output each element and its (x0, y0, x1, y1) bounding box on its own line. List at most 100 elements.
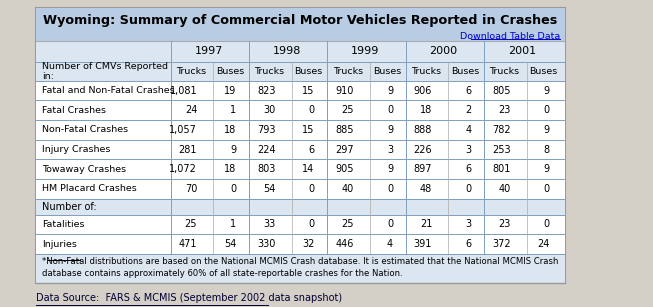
Text: 391: 391 (414, 239, 432, 249)
Text: Towaway Crashes: Towaway Crashes (42, 165, 127, 174)
Text: 803: 803 (257, 164, 276, 174)
Text: 801: 801 (492, 164, 511, 174)
FancyBboxPatch shape (37, 8, 565, 283)
Text: 15: 15 (302, 125, 315, 135)
Text: 1999: 1999 (351, 46, 379, 56)
Text: 18: 18 (224, 125, 236, 135)
Text: 9: 9 (387, 164, 393, 174)
Text: Fatal Crashes: Fatal Crashes (42, 106, 106, 115)
Text: 0: 0 (309, 184, 315, 194)
Text: 70: 70 (185, 184, 197, 194)
Text: 1,057: 1,057 (169, 125, 197, 135)
Text: 6: 6 (465, 239, 471, 249)
Text: 25: 25 (185, 220, 197, 229)
Text: 21: 21 (420, 220, 432, 229)
Text: Trucks: Trucks (176, 67, 206, 76)
Text: 6: 6 (465, 164, 471, 174)
Text: Download Table Data: Download Table Data (460, 32, 560, 41)
FancyBboxPatch shape (37, 81, 565, 100)
Text: Wyoming: Summary of Commercial Motor Vehicles Reported in Crashes: Wyoming: Summary of Commercial Motor Veh… (43, 14, 558, 27)
Text: 1: 1 (231, 105, 236, 115)
Text: 885: 885 (336, 125, 354, 135)
Text: 2: 2 (465, 105, 471, 115)
Text: 897: 897 (413, 164, 432, 174)
Text: 30: 30 (263, 105, 276, 115)
FancyBboxPatch shape (37, 41, 565, 62)
Text: Trucks: Trucks (255, 67, 285, 76)
Text: 888: 888 (414, 125, 432, 135)
Text: 330: 330 (257, 239, 276, 249)
Text: 226: 226 (413, 145, 432, 154)
Text: 0: 0 (387, 184, 393, 194)
Text: 805: 805 (492, 86, 511, 95)
Text: 32: 32 (302, 239, 315, 249)
Text: 25: 25 (342, 105, 354, 115)
Text: 40: 40 (342, 184, 354, 194)
Text: Injury Crashes: Injury Crashes (42, 145, 111, 154)
Text: Buses: Buses (295, 67, 323, 76)
FancyBboxPatch shape (37, 100, 565, 120)
Text: 3: 3 (465, 220, 471, 229)
Text: 2000: 2000 (430, 46, 458, 56)
Text: 297: 297 (335, 145, 354, 154)
Text: 1997: 1997 (195, 46, 223, 56)
Text: 54: 54 (224, 239, 236, 249)
Text: 253: 253 (492, 145, 511, 154)
Text: 40: 40 (498, 184, 511, 194)
Text: 1: 1 (231, 220, 236, 229)
Text: 18: 18 (224, 164, 236, 174)
Text: 2001: 2001 (508, 46, 536, 56)
Text: 19: 19 (224, 86, 236, 95)
Text: 782: 782 (492, 125, 511, 135)
FancyBboxPatch shape (37, 62, 565, 81)
FancyBboxPatch shape (37, 8, 565, 41)
FancyBboxPatch shape (37, 199, 565, 215)
Text: 0: 0 (543, 220, 550, 229)
Text: *Non-Fatal distributions are based on the National MCMIS Crash database. It is e: *Non-Fatal distributions are based on th… (42, 257, 559, 266)
Text: Injuries: Injuries (42, 239, 77, 249)
Text: 0: 0 (387, 105, 393, 115)
Text: Buses: Buses (530, 67, 558, 76)
Text: 25: 25 (342, 220, 354, 229)
Text: Buses: Buses (451, 67, 479, 76)
Text: Trucks: Trucks (489, 67, 520, 76)
Text: 48: 48 (420, 184, 432, 194)
Text: Fatal and Non-Fatal Crashes: Fatal and Non-Fatal Crashes (42, 86, 175, 95)
Text: Trucks: Trucks (411, 67, 441, 76)
Text: 372: 372 (492, 239, 511, 249)
Text: 8: 8 (543, 145, 550, 154)
Text: 1,081: 1,081 (170, 86, 197, 95)
FancyBboxPatch shape (37, 179, 565, 199)
Text: 906: 906 (414, 86, 432, 95)
Text: 9: 9 (231, 145, 236, 154)
FancyBboxPatch shape (37, 234, 565, 254)
Text: Non-Fatal Crashes: Non-Fatal Crashes (42, 125, 129, 134)
Text: 24: 24 (537, 239, 550, 249)
Text: 4: 4 (465, 125, 471, 135)
Text: 9: 9 (387, 86, 393, 95)
Text: 9: 9 (543, 125, 550, 135)
Text: 905: 905 (336, 164, 354, 174)
Text: 910: 910 (336, 86, 354, 95)
Text: 54: 54 (263, 184, 276, 194)
Text: 6: 6 (465, 86, 471, 95)
Text: 0: 0 (387, 220, 393, 229)
Text: Data Source:  FARS & MCMIS (September 2002 data snapshot): Data Source: FARS & MCMIS (September 200… (37, 293, 342, 303)
Text: 23: 23 (498, 220, 511, 229)
Text: 0: 0 (543, 184, 550, 194)
Text: 9: 9 (543, 86, 550, 95)
Text: Number of:: Number of: (42, 202, 97, 212)
Text: 281: 281 (179, 145, 197, 154)
Text: 4: 4 (387, 239, 393, 249)
Text: 9: 9 (543, 164, 550, 174)
Text: HM Placard Crashes: HM Placard Crashes (42, 184, 137, 193)
Text: 224: 224 (257, 145, 276, 154)
Text: 3: 3 (387, 145, 393, 154)
FancyBboxPatch shape (37, 140, 565, 159)
Text: Buses: Buses (373, 67, 401, 76)
FancyBboxPatch shape (37, 120, 565, 140)
Text: 3: 3 (465, 145, 471, 154)
Text: 23: 23 (498, 105, 511, 115)
Text: 0: 0 (231, 184, 236, 194)
Text: 793: 793 (257, 125, 276, 135)
